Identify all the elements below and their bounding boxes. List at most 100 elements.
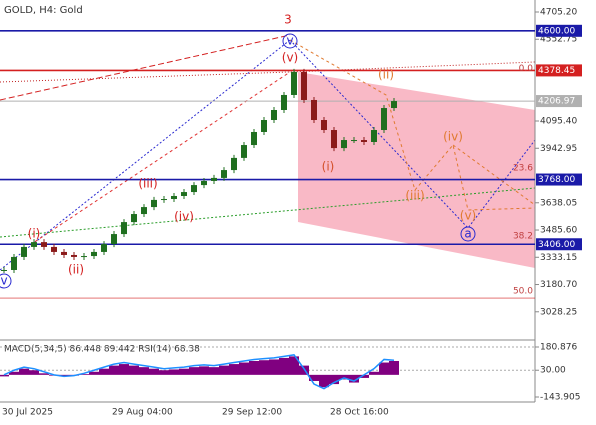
histogram-bar bbox=[319, 374, 329, 388]
histogram-bar bbox=[59, 374, 69, 377]
wave-label: (ii) bbox=[378, 68, 394, 82]
trend-line bbox=[0, 61, 536, 83]
level-tag bbox=[536, 173, 582, 186]
histogram-bar bbox=[369, 371, 379, 375]
histogram-bar bbox=[189, 367, 199, 375]
wave-label: (v) bbox=[282, 51, 298, 65]
wave-label: (iv) bbox=[443, 130, 463, 144]
candle bbox=[351, 140, 357, 142]
candle bbox=[131, 214, 137, 223]
histogram-bar bbox=[239, 362, 249, 375]
y-tick-label: 3638.05 bbox=[540, 198, 577, 208]
level-tag bbox=[536, 95, 582, 108]
candle bbox=[231, 157, 237, 171]
histogram-bar bbox=[219, 365, 229, 375]
candle bbox=[321, 120, 327, 131]
circle bbox=[460, 226, 476, 242]
level-label: 4600.00 bbox=[538, 26, 575, 36]
wave-label: a bbox=[464, 227, 471, 241]
histogram-bar bbox=[269, 359, 279, 375]
histogram-bar bbox=[29, 370, 39, 375]
forecast-line bbox=[289, 39, 536, 211]
histogram-bar bbox=[9, 371, 19, 375]
candle bbox=[191, 185, 197, 193]
histogram-bar bbox=[309, 374, 319, 382]
wave-label: (iii) bbox=[405, 189, 424, 203]
fib-label: 0.0 bbox=[519, 64, 534, 74]
y-tick-label: 3942.95 bbox=[540, 144, 577, 154]
candle bbox=[71, 254, 77, 257]
wave-label: (i) bbox=[322, 160, 335, 174]
y-tick-label: 4552.75 bbox=[540, 35, 577, 45]
candle bbox=[41, 242, 47, 247]
x-tick-label: 28 Oct 16:00 bbox=[330, 408, 389, 418]
candle bbox=[271, 109, 277, 121]
fib-label: 23.6 bbox=[513, 164, 533, 174]
candle bbox=[211, 177, 217, 181]
wave-label: (i) bbox=[28, 227, 41, 241]
candle bbox=[1, 269, 7, 271]
fib-label: 38.2 bbox=[513, 231, 533, 241]
trend-line bbox=[0, 187, 536, 238]
candle bbox=[281, 94, 287, 110]
trend-line bbox=[0, 34, 291, 101]
candle bbox=[221, 170, 227, 178]
y-tick-label: 3180.70 bbox=[540, 280, 577, 290]
histogram-bar bbox=[389, 360, 399, 375]
level-label: 4206.97 bbox=[538, 97, 575, 107]
histogram-bar bbox=[159, 370, 169, 375]
candle bbox=[241, 145, 247, 158]
candle bbox=[261, 120, 267, 132]
candle bbox=[51, 246, 57, 252]
candle bbox=[291, 71, 297, 95]
x-tick-label: 30 Jul 2025 bbox=[2, 408, 53, 418]
trend-line bbox=[0, 39, 291, 271]
candle bbox=[361, 140, 367, 142]
candle bbox=[301, 71, 307, 100]
wave-label: v bbox=[0, 274, 7, 288]
level-label: 3768.00 bbox=[538, 175, 575, 185]
candle bbox=[141, 207, 147, 215]
histogram-bar bbox=[199, 366, 209, 375]
candle bbox=[331, 130, 337, 149]
histogram-bar bbox=[289, 356, 299, 375]
histogram-bar bbox=[249, 360, 259, 375]
histogram-bar bbox=[149, 368, 159, 375]
x-tick-label: 29 Aug 04:00 bbox=[112, 408, 173, 418]
histogram-bar bbox=[39, 373, 49, 375]
circle bbox=[282, 33, 298, 49]
candle bbox=[101, 244, 107, 252]
candle bbox=[31, 242, 37, 247]
wave-label: (iv) bbox=[174, 210, 194, 224]
candle bbox=[81, 256, 87, 258]
forecast-line bbox=[452, 144, 536, 206]
candle bbox=[161, 199, 167, 201]
histogram-bar bbox=[379, 362, 389, 375]
histogram-bar bbox=[169, 369, 179, 375]
candle bbox=[251, 131, 257, 146]
candle bbox=[201, 180, 207, 186]
y-tick-label: 3028.25 bbox=[540, 307, 577, 317]
histogram-bar bbox=[329, 374, 339, 385]
candle bbox=[151, 199, 157, 208]
histogram-bar bbox=[229, 364, 239, 375]
y-tick-label: 30.00 bbox=[540, 366, 566, 376]
histogram-bar bbox=[99, 368, 109, 375]
y-tick-label: 4095.40 bbox=[540, 117, 577, 127]
indicator-line bbox=[3, 354, 395, 390]
wave-label: (ii) bbox=[68, 263, 84, 277]
histogram-bar bbox=[129, 365, 139, 375]
wave-label: (iii) bbox=[138, 177, 157, 191]
histogram-bar bbox=[139, 367, 149, 375]
histogram-bar bbox=[79, 374, 89, 375]
candle bbox=[181, 192, 187, 196]
histogram-bar bbox=[179, 368, 189, 375]
histogram-bar bbox=[259, 360, 269, 375]
candle bbox=[391, 101, 397, 109]
y-tick-label: 3485.60 bbox=[540, 226, 577, 236]
histogram-bar bbox=[119, 364, 129, 375]
level-tag bbox=[536, 238, 582, 251]
wave-label: (v) bbox=[460, 209, 476, 223]
candle bbox=[111, 234, 117, 245]
candle bbox=[371, 130, 377, 142]
